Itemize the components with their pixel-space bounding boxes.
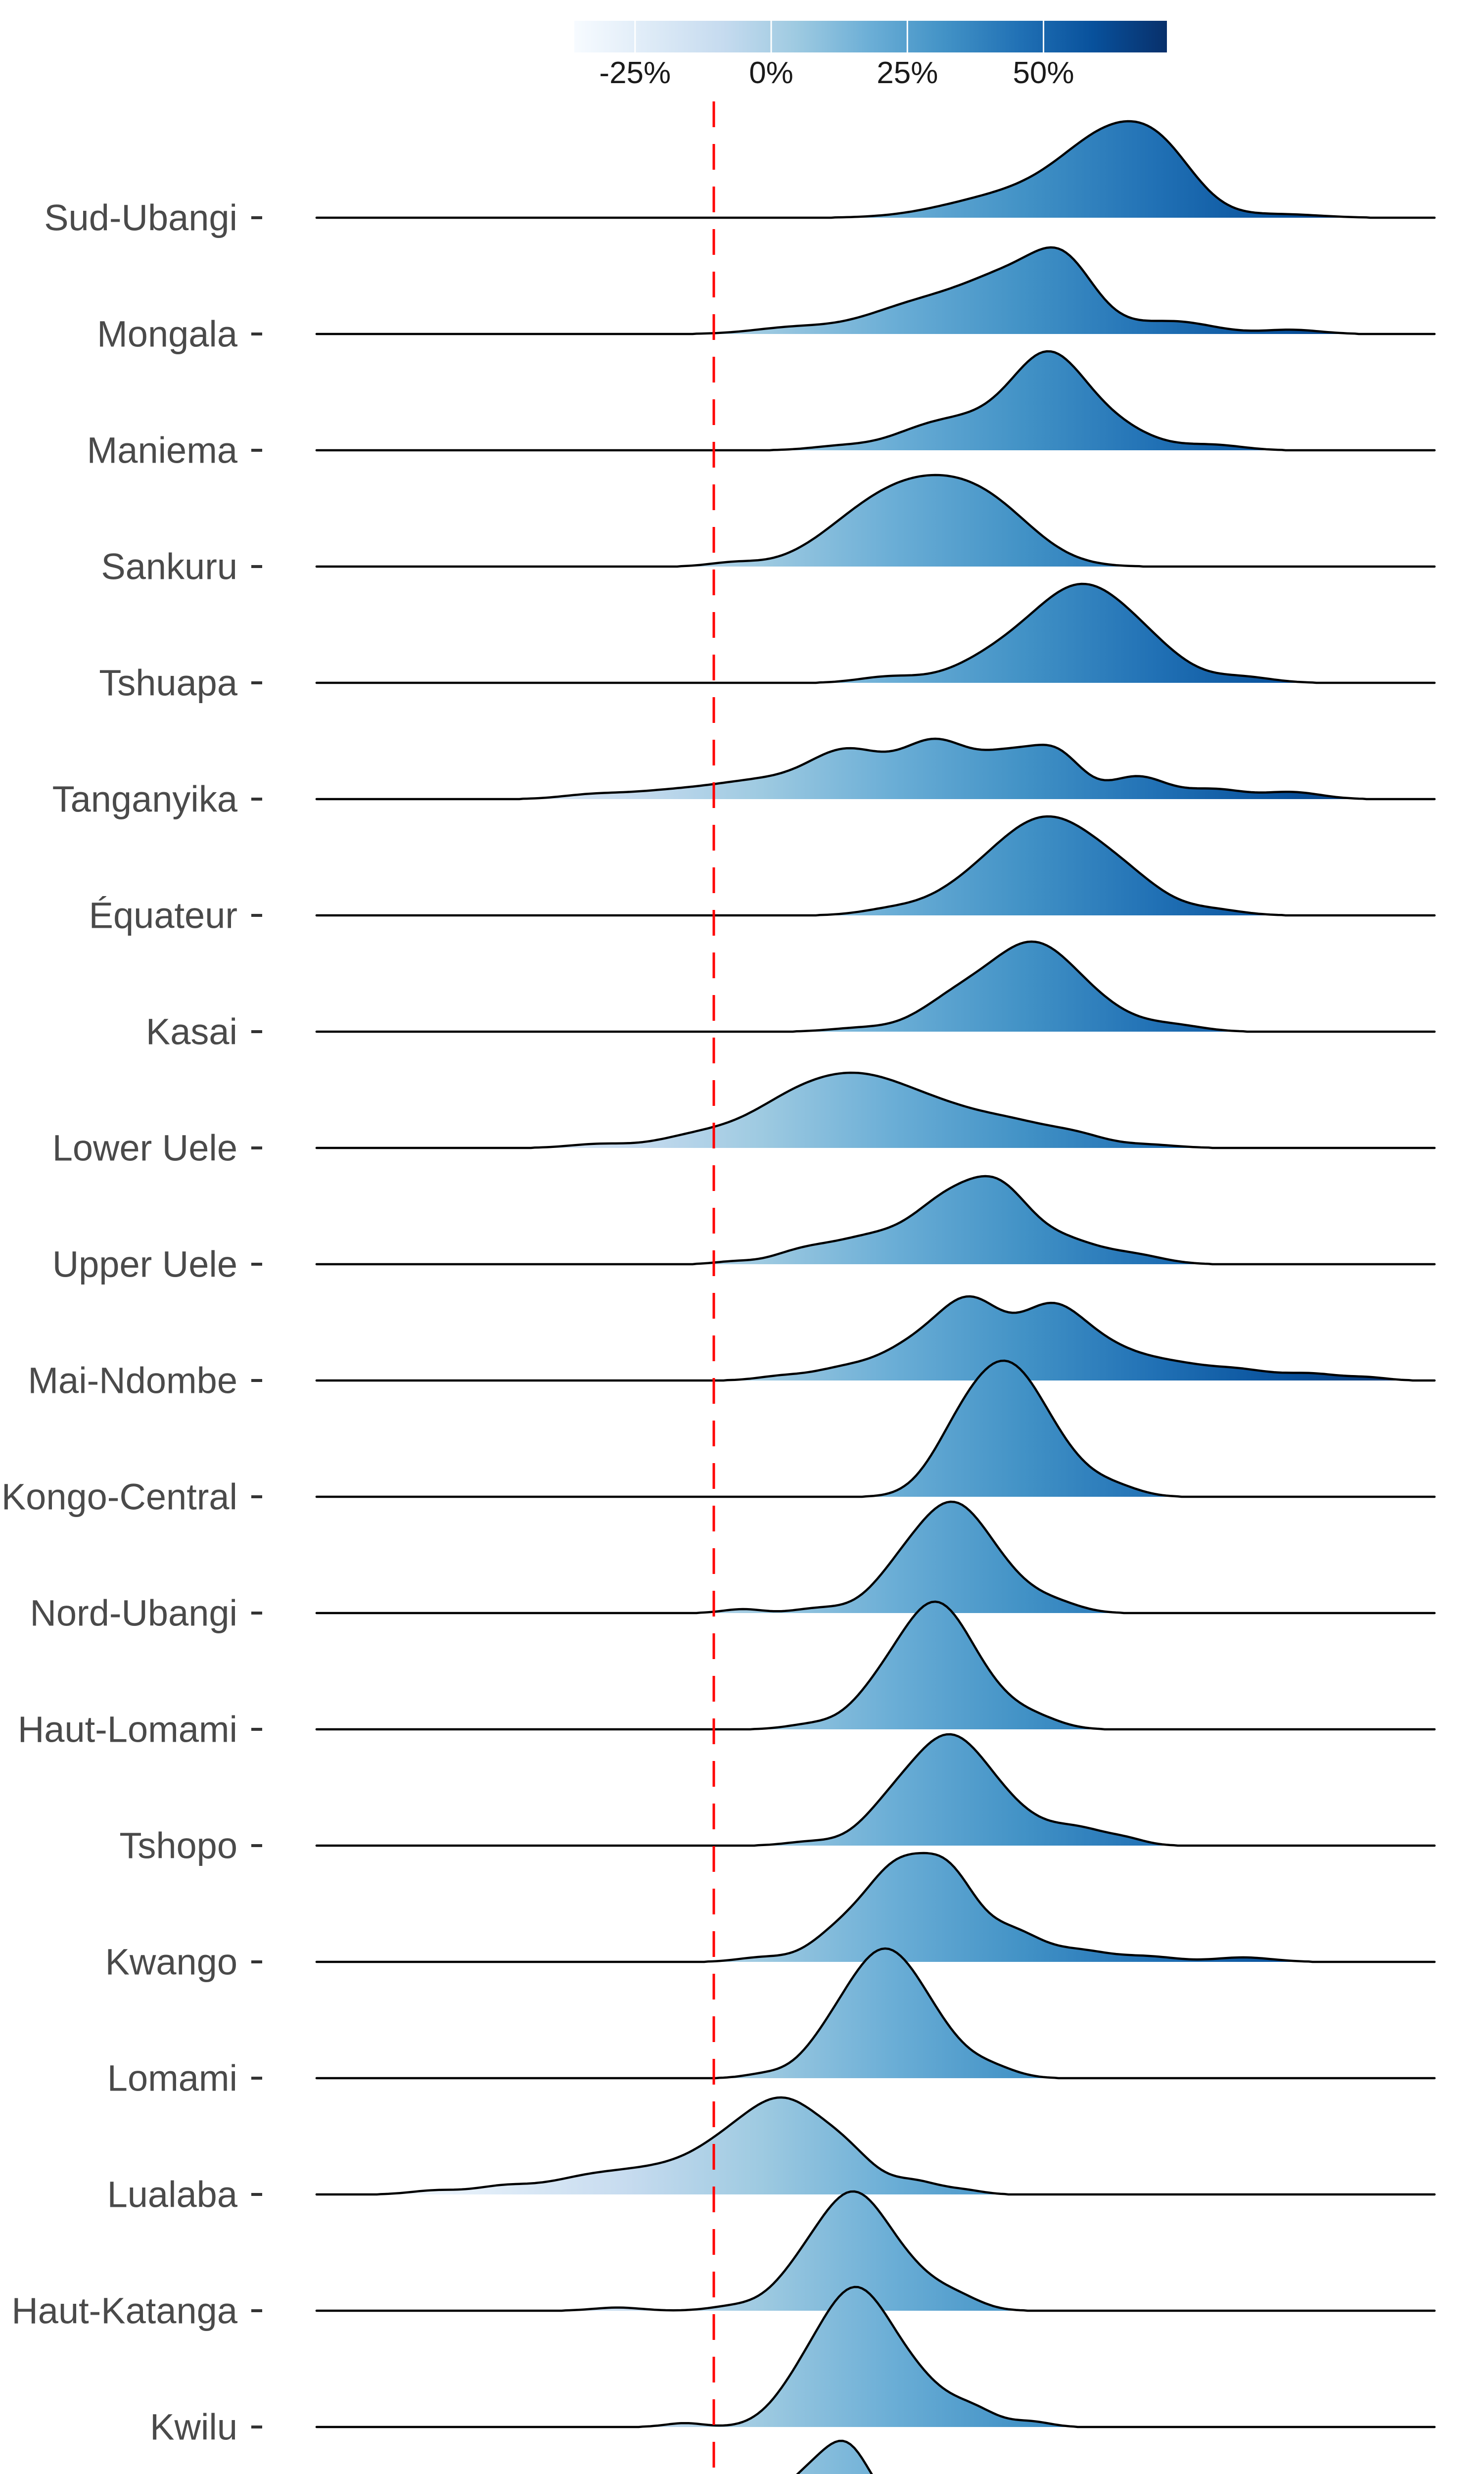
y-axis-label-tshuapa: Tshuapa (99, 663, 238, 704)
y-axis-tick (251, 1263, 262, 1266)
y-axis-label-upper-uele: Upper Uele (52, 1244, 237, 1285)
ridge-upper-uele (315, 1175, 1436, 1266)
ridge-kwango (315, 1852, 1436, 1963)
color-legend-tick (906, 21, 908, 52)
y-axis-tick (251, 681, 262, 684)
y-axis-tick (251, 449, 262, 452)
y-axis-label-kasai: Kasai (146, 1011, 237, 1052)
ridge-sud-ubangi (315, 120, 1436, 219)
y-axis-label-haut-lomami: Haut-Lomami (18, 1709, 237, 1750)
ridge-south-kivu (796, 2439, 873, 2474)
ridge-lomami (315, 1947, 1436, 2080)
ridge-sankuru (315, 474, 1436, 568)
color-legend-tick (634, 21, 636, 52)
y-axis-label-nord-ubangi: Nord-Ubangi (30, 1593, 237, 1634)
y-axis-label-lower-uele: Lower Uele (52, 1128, 237, 1169)
y-axis-label-lomami: Lomami (107, 2058, 237, 2099)
y-axis-label-haut-katanga: Haut-Katanga (11, 2290, 237, 2331)
y-axis-label-tshopo: Tshopo (119, 1825, 237, 1866)
y-axis-label-sankuru: Sankuru (101, 546, 237, 587)
y-axis-tick (251, 1844, 262, 1847)
y-axis-tick (251, 2193, 262, 2196)
color-legend-label: 50% (1013, 56, 1074, 90)
y-axis-label-mongala: Mongala (97, 314, 238, 355)
ridge-kasai (315, 940, 1436, 1033)
y-axis-tick (251, 1379, 262, 1382)
y-axis-label-kwango: Kwango (105, 1942, 237, 1983)
ridge-lower-uele (315, 1071, 1436, 1149)
y-axis-tick (251, 1030, 262, 1033)
y-axis-tick (251, 2309, 262, 2312)
ridge-nord-ubangi (315, 1500, 1436, 1615)
y-axis-tick (251, 1612, 262, 1615)
ridge-tshuapa (315, 582, 1436, 684)
ridge-haut-katanga (315, 2190, 1436, 2312)
ridge-tanganyika (315, 737, 1436, 801)
y-axis-label-maniema: Maniema (87, 430, 238, 471)
y-axis-tick (251, 333, 262, 335)
ridge-maniema (315, 350, 1436, 452)
y-axis-label-mai-ndombe: Mai-Ndombe (28, 1360, 237, 1401)
y-axis-tick (251, 1728, 262, 1731)
color-legend-label: -25% (599, 56, 671, 90)
y-axis-label-tanganyika: Tanganyika (52, 779, 238, 820)
y-axis-label--quateur: Équateur (89, 895, 237, 936)
ridge-mongala (315, 246, 1436, 335)
ridge--quateur (315, 815, 1436, 917)
ridge-tshopo (315, 1733, 1436, 1847)
ridge-lualaba (315, 2096, 1436, 2196)
y-axis-label-sud-ubangi: Sud-Ubangi (44, 197, 237, 238)
ridge-mai-ndombe (315, 1295, 1436, 1382)
y-axis-tick (251, 2426, 262, 2428)
y-axis-tick (251, 914, 262, 917)
y-axis-label-kwilu: Kwilu (150, 2407, 237, 2448)
color-legend: -25% 0% 25% 50% (574, 21, 1167, 90)
ridge-kwilu (315, 2285, 1436, 2428)
color-legend-label: 0% (749, 56, 793, 90)
color-legend-label: 25% (877, 56, 938, 90)
y-axis-label-kongo-central: Kongo-Central (1, 1476, 237, 1518)
ridge-haut-lomami (315, 1600, 1436, 1731)
color-legend-bar (574, 21, 1167, 52)
y-axis-tick (251, 216, 262, 219)
color-legend-tick (1043, 21, 1044, 52)
y-axis-tick (251, 1146, 262, 1149)
ridges (315, 120, 1436, 2474)
color-legend-tick (770, 21, 772, 52)
ridge-kongo-central (315, 1359, 1436, 1498)
y-axis-tick (251, 798, 262, 801)
y-axis-tick (251, 2077, 262, 2080)
y-axis-label-lualaba: Lualaba (107, 2174, 238, 2215)
y-axis-tick (251, 1495, 262, 1498)
y-axis-tick (251, 565, 262, 568)
y-axis-tick (251, 1960, 262, 1963)
y-axis: Sud-Ubangi Mongala Maniema Sankuru Tshuapa Ta… (1, 197, 262, 2448)
